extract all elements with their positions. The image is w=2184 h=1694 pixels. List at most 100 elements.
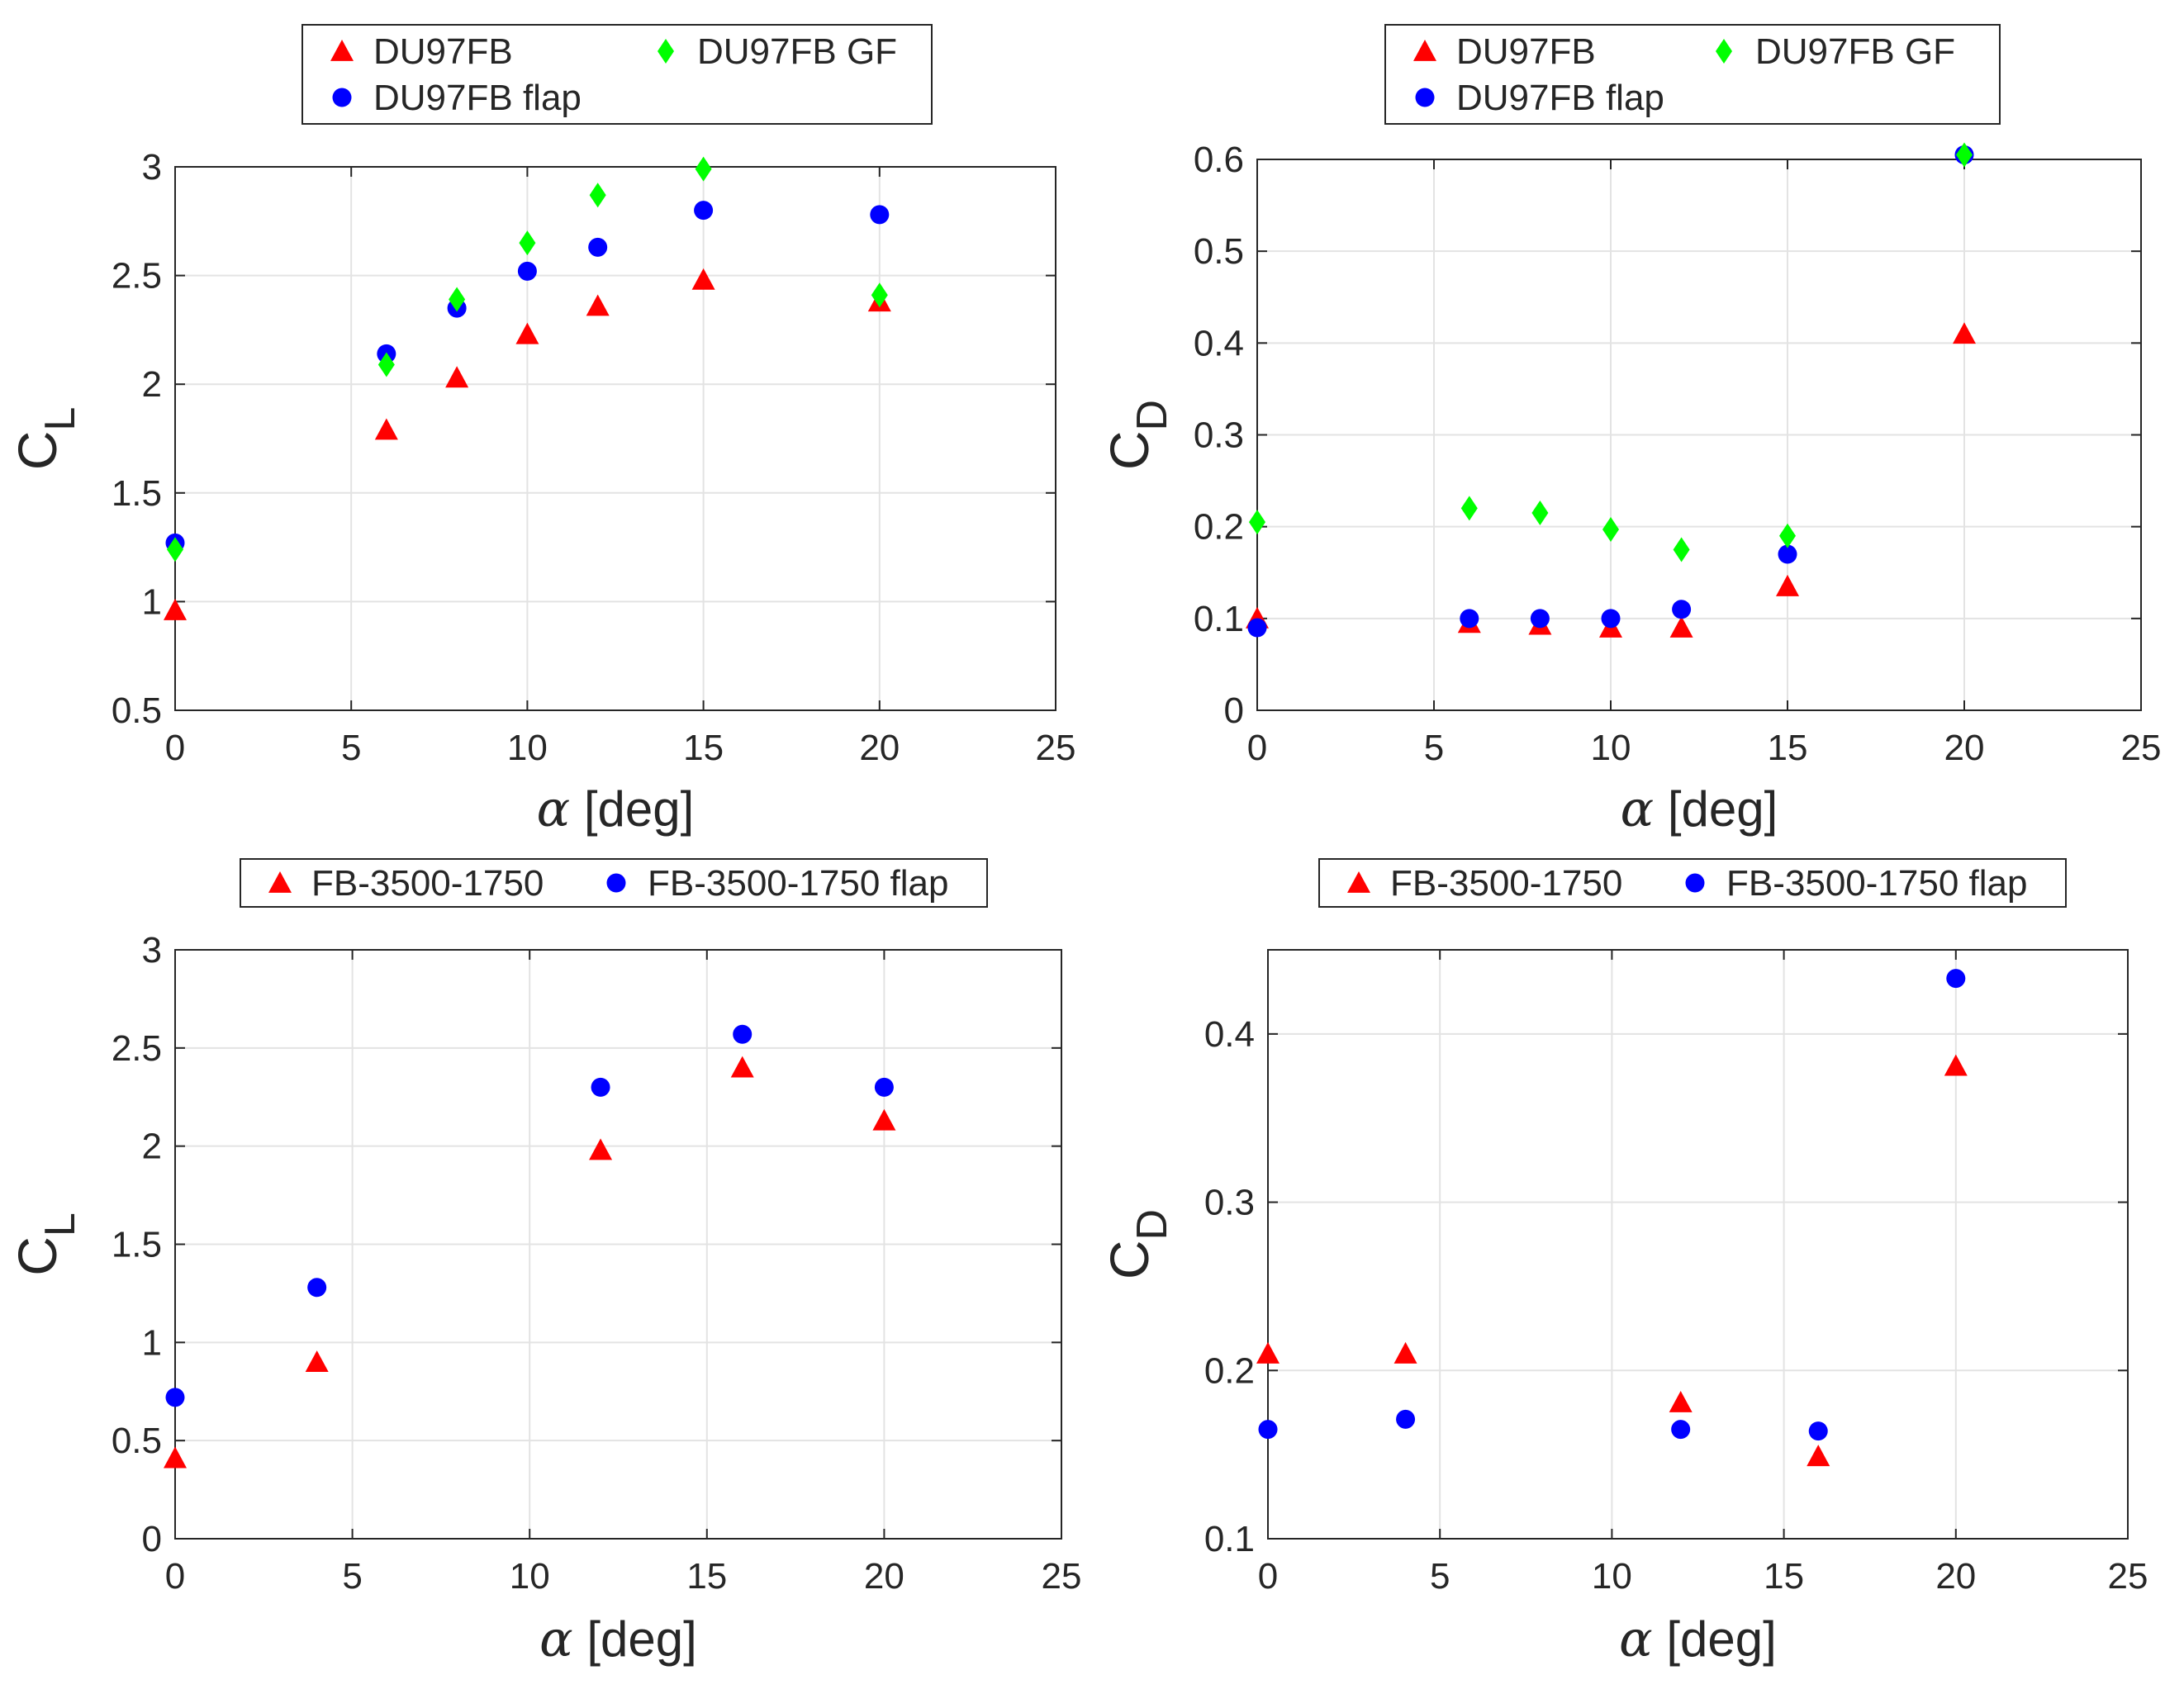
legend-label: DU97FB flap <box>373 78 582 118</box>
legend: FB-3500-1750 FB-3500-1750 flap <box>240 858 988 908</box>
series-fb-3500-1750 <box>1256 1054 1968 1467</box>
x-tick-label: 20 <box>1944 728 1985 768</box>
y-tick-label: 1.5 <box>112 473 162 514</box>
x-tick-label: 0 <box>165 728 185 768</box>
data-point <box>445 366 469 388</box>
data-point <box>164 1446 187 1469</box>
legend-label: FB-3500-1750 <box>311 863 544 904</box>
x-tick-label: 20 <box>864 1556 904 1597</box>
series-fb-3500-1750-flap <box>165 1024 894 1407</box>
legend-entry: DU97FB flap <box>332 78 582 118</box>
axes-frame <box>174 949 1062 1540</box>
data-point <box>1396 1409 1416 1429</box>
y-tick-label: 0.5 <box>1194 231 1244 272</box>
series-du97fb-gf <box>1249 142 1973 562</box>
legend: DU97FB DU97FB flap DU97FB GF <box>1384 24 2001 125</box>
data-point <box>733 1024 753 1044</box>
data-point <box>691 268 715 290</box>
legend-box <box>1384 24 2001 125</box>
data-point <box>588 237 608 257</box>
data-point <box>874 1077 894 1097</box>
data-point <box>1531 500 1549 525</box>
y-axis-label: CD <box>1099 400 1176 470</box>
x-tick-label: 15 <box>1764 1556 1804 1597</box>
x-axis-label: α [deg] <box>537 781 695 838</box>
data-point <box>1247 618 1267 638</box>
y-tick-label: 2 <box>142 364 162 405</box>
x-tick-label: 0 <box>1247 728 1267 768</box>
legend-marker <box>1716 39 1732 64</box>
data-point <box>1602 517 1619 543</box>
data-point <box>1460 496 1478 521</box>
x-tick-label: 5 <box>341 728 361 768</box>
axes-frame <box>1267 949 2129 1540</box>
data-point <box>515 322 539 344</box>
series-du97fb-gf <box>167 156 888 562</box>
data-point <box>1460 609 1479 629</box>
data-point <box>1258 1420 1278 1440</box>
legend-marker <box>658 39 674 64</box>
x-tick-label: 25 <box>2121 728 2162 768</box>
data-point <box>1393 1341 1417 1364</box>
x-tick-label: 15 <box>1768 728 1808 768</box>
data-point <box>1673 537 1690 562</box>
data-point <box>586 294 610 316</box>
legend-entry: FB-3500-1750 <box>1347 863 1622 904</box>
x-axis-label: α [deg] <box>539 1611 697 1668</box>
legend-label: DU97FB GF <box>1755 31 1955 72</box>
legend-marker <box>1415 88 1435 107</box>
data-point <box>1669 615 1693 638</box>
x-tick-label: 15 <box>686 1556 727 1597</box>
data-point <box>1946 969 1966 989</box>
y-tick-label: 0.3 <box>1204 1183 1255 1223</box>
legend: DU97FB DU97FB flap DU97FB GF <box>301 24 933 125</box>
data-point <box>1776 574 1799 596</box>
legend-marker <box>330 40 354 61</box>
y-tick-label: 0.3 <box>1194 415 1244 456</box>
y-tick-label: 3 <box>142 147 162 187</box>
plot-area <box>175 167 1056 710</box>
y-tick-label: 2.5 <box>112 256 162 297</box>
y-tick-label: 1 <box>142 581 162 622</box>
legend-box <box>301 24 933 125</box>
y-tick-label: 0.4 <box>1204 1014 1255 1055</box>
y-axis-label: CL <box>7 407 84 471</box>
y-tick-label: 3 <box>142 930 162 970</box>
y-tick-label: 0 <box>142 1519 162 1559</box>
data-point <box>589 183 606 208</box>
y-tick-label: 2 <box>142 1127 162 1167</box>
data-point <box>870 205 890 225</box>
y-tick-label: 0.6 <box>1194 140 1244 180</box>
chart-cl-du97fb: 0 5 10 15 20 250.511.522.53α [deg]CLDU97FBDU9… <box>7 24 1075 838</box>
legend-marker <box>332 88 352 107</box>
legend-entry: FB-3500-1750 flap <box>606 863 948 904</box>
data-point <box>1807 1445 1830 1467</box>
legend-label: DU97FB <box>373 31 513 72</box>
legend-entry: FB-3500-1750 <box>268 863 544 904</box>
legend-entry: DU97FB GF <box>658 31 897 72</box>
data-point <box>591 1077 610 1097</box>
data-point <box>1249 510 1265 535</box>
axes-frame <box>1256 159 2142 711</box>
x-tick-label: 5 <box>1430 1556 1450 1597</box>
x-tick-label: 10 <box>1592 1556 1632 1597</box>
legend-entry: DU97FB <box>330 31 513 72</box>
data-point <box>871 282 888 308</box>
series-fb-3500-1750 <box>164 1056 896 1469</box>
y-tick-label: 0.2 <box>1194 507 1244 548</box>
data-point <box>305 1350 329 1372</box>
x-tick-label: 20 <box>1935 1556 1976 1597</box>
data-point <box>872 1108 896 1131</box>
legend-entry: DU97FB <box>1413 31 1596 72</box>
chart-cl-fb3500: 0 5 10 15 20 25 0 0.5 1 1.5 2 2.5 3 α [deg] CL FB-3500-… <box>7 858 1081 1668</box>
data-point <box>589 1138 613 1160</box>
legend-marker <box>1685 873 1705 893</box>
legend-marker <box>268 871 292 893</box>
x-tick-label: 5 <box>342 1556 362 1597</box>
y-tick-label: 1 <box>142 1322 162 1363</box>
data-point <box>307 1278 327 1298</box>
y-tick-label: 2.5 <box>112 1028 162 1069</box>
data-point <box>1956 142 1973 168</box>
y-tick-label: 0.2 <box>1204 1350 1255 1391</box>
legend-entry: FB-3500-1750 flap <box>1685 863 2027 904</box>
